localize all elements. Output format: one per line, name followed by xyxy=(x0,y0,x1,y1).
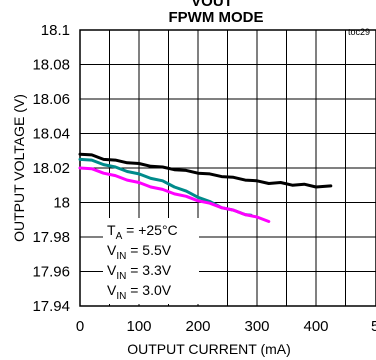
y-tick-label: 17.96 xyxy=(32,264,70,281)
annotation-base: T xyxy=(107,222,116,238)
chart-tag: toc29 xyxy=(348,27,370,37)
y-tick-label: 18.02 xyxy=(32,160,70,177)
series-line-0 xyxy=(78,152,333,189)
y-tick-label: 18.06 xyxy=(32,91,70,108)
annotation-2: VIN = 3.3V xyxy=(107,262,172,282)
y-tick-label: 17.98 xyxy=(32,229,70,246)
y-tick-label: 18.08 xyxy=(32,57,70,74)
annotation-sub: IN xyxy=(116,251,126,262)
annotation-0: TA = +25°C xyxy=(107,222,178,242)
grid xyxy=(80,30,376,306)
series-line-2 xyxy=(78,166,271,223)
annotation-3: VIN = 3.0V xyxy=(107,282,172,302)
annotation-sub: A xyxy=(116,231,123,242)
x-tick-label: 300 xyxy=(244,318,269,335)
x-tick-label: 100 xyxy=(126,318,151,335)
x-tick-label: 5 xyxy=(371,318,376,335)
annotation-rest: = 3.0V xyxy=(126,282,171,298)
annotation-rest: = 3.3V xyxy=(126,262,171,278)
annotation-1: VIN = 5.5V xyxy=(107,242,172,262)
annotation-base: V xyxy=(107,282,117,298)
annotation-sub: IN xyxy=(116,291,126,302)
x-axis-label: OUTPUT CURRENT (mA) xyxy=(127,341,291,357)
y-tick-label: 18 xyxy=(53,195,70,212)
x-tick-labels: 0 100 200 300 400 5 xyxy=(76,318,376,335)
annotation-base: V xyxy=(107,262,117,278)
annotation-rest: = 5.5V xyxy=(126,242,171,258)
annotation-rest: = +25°C xyxy=(122,222,177,238)
y-tick-label: 18.1 xyxy=(41,22,70,39)
y-tick-label: 18.04 xyxy=(32,126,70,143)
x-tick-label: 400 xyxy=(303,318,328,335)
x-tick-label: 200 xyxy=(185,318,210,335)
annotation-base: V xyxy=(107,242,117,258)
annotation-sub: IN xyxy=(116,271,126,282)
y-tick-label: 17.94 xyxy=(32,298,70,315)
chart-title: FPWM MODE xyxy=(169,9,264,26)
chart-title-top: VOUT xyxy=(191,0,233,10)
y-axis-label: OUTPUT VOLTAGE (V) xyxy=(11,94,27,242)
y-tick-labels: 17.94 17.96 17.98 18 18.02 18.04 18.06 18.08 18.… xyxy=(32,22,70,315)
annotation-background xyxy=(103,218,199,304)
x-tick-label: 0 xyxy=(76,318,84,335)
series-layer xyxy=(78,152,333,223)
